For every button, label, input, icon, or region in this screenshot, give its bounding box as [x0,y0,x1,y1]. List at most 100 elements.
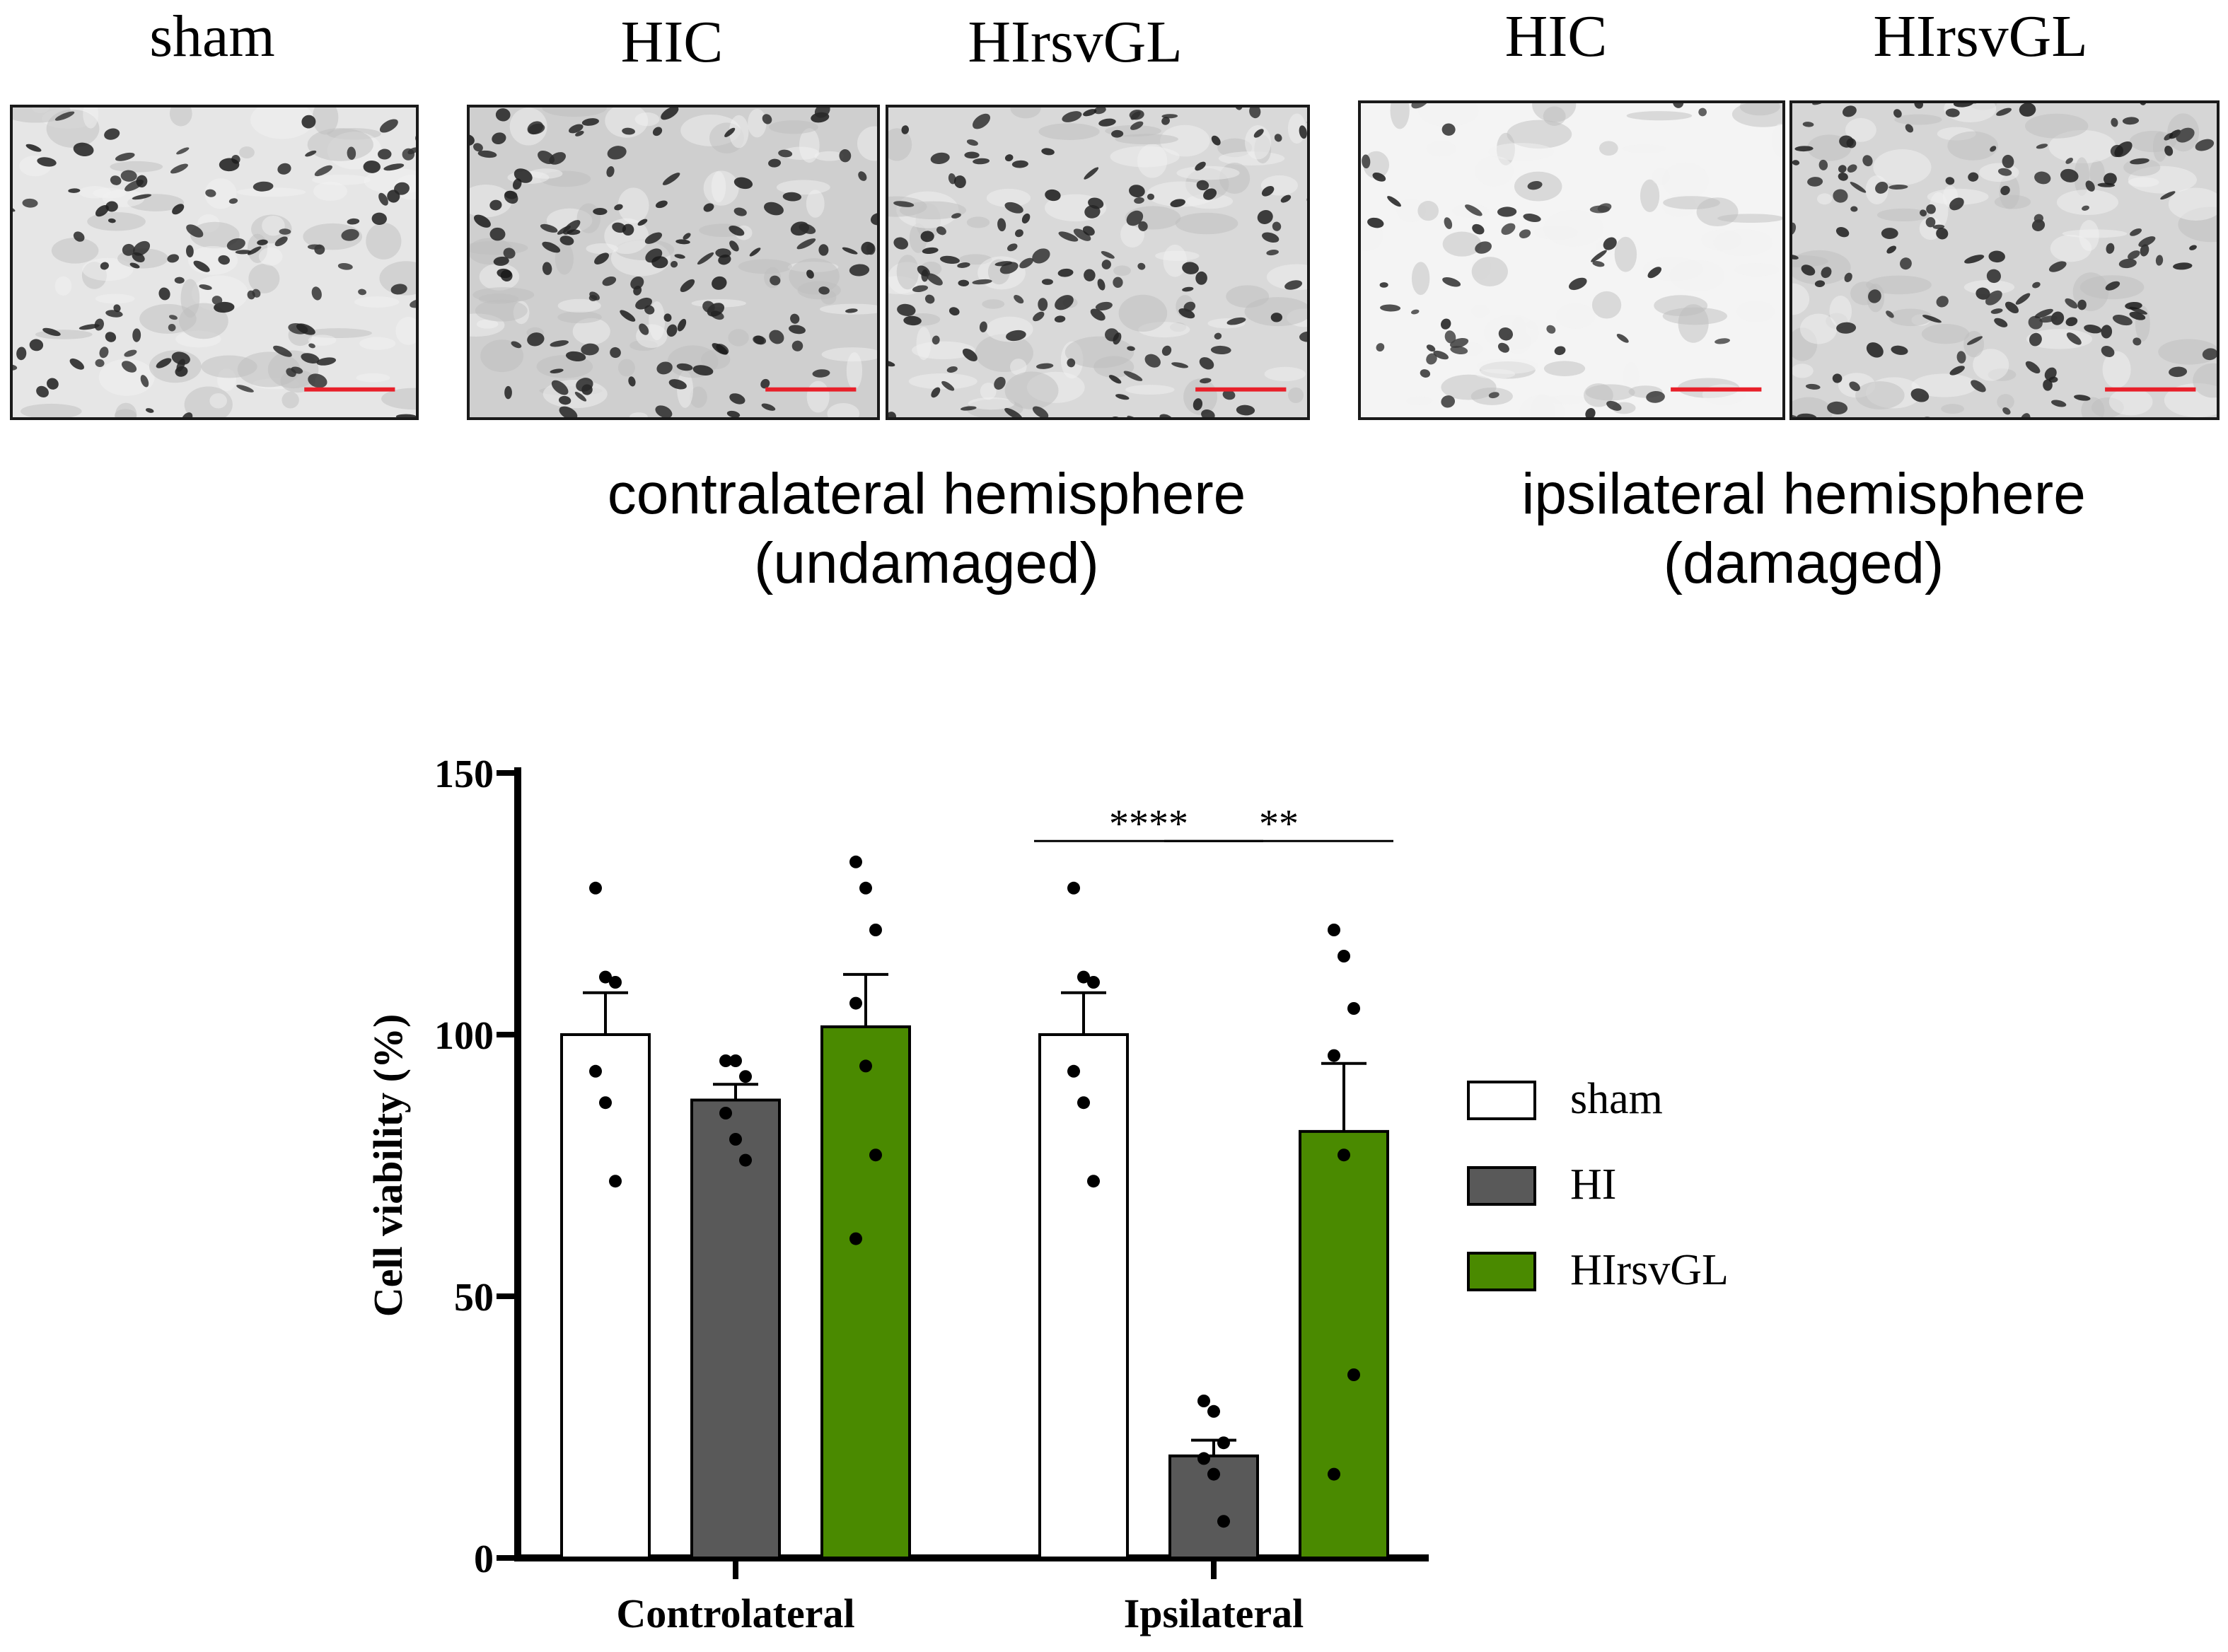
cell-body [903,315,922,326]
cell-body [124,349,137,357]
tissue-texture [1442,231,1482,257]
cell-body [1964,255,1985,264]
cell-body [104,128,120,140]
x-tick-label-ipsilateral: Ipsilateral [1124,1590,1304,1636]
cell-body [581,343,599,356]
cell-body [95,204,109,217]
cell-body [171,351,190,365]
cell-body [1893,109,1902,118]
cell-body [1794,146,1814,152]
cell-body [1450,346,1468,354]
cell-body [305,150,317,157]
tissue-texture [1623,144,1667,153]
cell-body [2118,258,2137,269]
bar-HI-controlateral [690,1098,781,1559]
cell-body [1849,381,1860,391]
cell-body [2176,127,2195,143]
legend-label-HIrsvGL: HIrsvGL [1570,1246,1729,1294]
cell-body [2036,144,2048,149]
tissue-texture [313,181,348,202]
cell-body [1956,351,1966,363]
tissue-texture [769,120,818,134]
data-point-HIrsvGL-controlateral [859,881,872,895]
cell-body [939,255,960,264]
tissue-texture [209,392,227,409]
tissue-texture [909,223,927,253]
cell-body [1888,185,1908,190]
data-point-HIrsvGL-controlateral [849,996,862,1010]
tissue-texture [1010,359,1027,376]
cell-body [1032,248,1050,264]
cell-body [307,244,323,250]
cell-body [897,303,916,316]
cell-body [1968,172,1979,182]
tissue-texture [968,397,1015,410]
cell-body [219,158,240,172]
tissue-texture [1477,358,1539,374]
cell-body [2020,413,2031,417]
cell-body [1280,194,1292,203]
cell-body [768,158,782,168]
cell-body [994,261,1013,267]
tissue-texture [1543,210,1604,247]
cell-body [651,256,668,269]
cell-body [2101,346,2115,357]
cell-body [966,139,978,146]
cell-body [390,284,407,295]
cell-body [110,175,122,185]
cell-body [1441,123,1456,136]
cell-body [644,232,663,244]
tissue-texture [1038,123,1100,140]
cell-body [1802,122,1814,127]
cell-body [1130,121,1144,130]
cell-body [2066,332,2082,345]
cell-body [1646,391,1665,403]
tissue-texture [2081,397,2105,417]
tissue-texture [1654,295,1708,316]
cell-body [136,175,148,188]
y-tick-label-150: 150 [434,752,494,796]
cell-body [1792,255,1799,260]
cell-body [273,345,292,357]
cell-body [997,218,1006,232]
cell-body [383,163,405,171]
tissue-texture [1702,384,1746,405]
cell-body [337,262,353,270]
tissue-texture [912,341,975,360]
data-point-sham-controlateral [599,1096,612,1110]
cell-body [593,208,608,215]
cell-body [2044,367,2057,380]
cell-body [594,252,610,264]
tissue-texture [115,402,137,417]
cell-body [2084,325,2102,334]
cell-body [2028,315,2043,330]
legend-swatch-sham [1467,1081,1536,1120]
cell-body [1501,223,1516,235]
tissue-texture [1543,361,1586,376]
cell-body [1011,160,1028,168]
data-point-HIrsvGL-controlateral [869,1148,882,1162]
tissue-texture [1530,394,1555,417]
tissue-texture [2089,160,2105,187]
cell-body [1818,159,1828,170]
cell-body [749,248,761,257]
cell-body [253,181,274,192]
cell-body [122,243,135,256]
cell-body [489,227,506,241]
cell-body [186,224,204,238]
region-contralateral-line1: contralateral hemisphere [607,462,1246,526]
cell-body [1249,107,1261,119]
cell-body [316,357,337,366]
tissue-texture [1417,201,1439,221]
cell-body [1994,318,2008,327]
cell-body [1015,229,1023,238]
cell-body [172,204,185,215]
cell-body [866,243,876,255]
tissue-texture [1363,151,1390,179]
cell-body [1441,395,1456,408]
data-point-HI-ipsilateral [1207,1404,1220,1418]
data-point-sham-ipsilateral [1067,881,1080,895]
cell-body [760,378,770,389]
cell-body [551,380,569,395]
cell-body [410,299,416,308]
